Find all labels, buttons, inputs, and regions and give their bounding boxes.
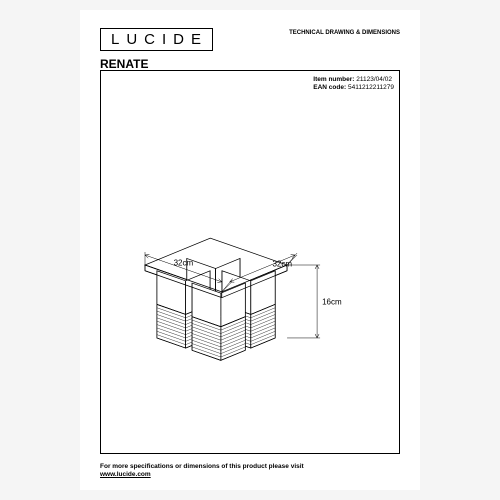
svg-text:16cm: 16cm <box>322 297 342 306</box>
technical-drawing: 32cm 32cm 16cm <box>100 150 400 430</box>
item-number-value: 21123/04/02 <box>356 76 392 83</box>
ean-value: 5411212211279 <box>348 84 394 91</box>
svg-text:32cm: 32cm <box>174 258 194 267</box>
product-name: RENATE <box>100 57 400 71</box>
footer-text: For more specifications or dimensions of… <box>100 463 400 470</box>
svg-text:32cm: 32cm <box>272 259 292 268</box>
doc-type-label: TECHNICAL DRAWING & DIMENSIONS <box>289 30 400 36</box>
footer-url: www.lucide.com <box>100 471 400 478</box>
ean-label: EAN code: <box>313 84 346 91</box>
brand-logo: LUCIDE <box>100 28 213 51</box>
meta-block: Item number: 21123/04/02 EAN code: 54112… <box>313 76 394 93</box>
item-number-label: Item number: <box>313 76 354 83</box>
footer: For more specifications or dimensions of… <box>100 463 400 478</box>
